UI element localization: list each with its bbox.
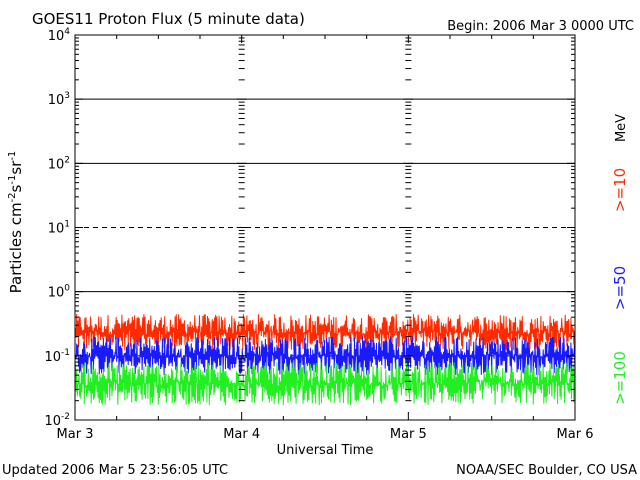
x-axis-label: Universal Time [277, 443, 374, 458]
y-tick-base: 10 [48, 286, 65, 301]
series-layer [74, 313, 576, 406]
y-tick-label: 103 [48, 91, 70, 108]
y-tick-exponent: 1 [64, 220, 70, 230]
y-tick-base: 10 [48, 157, 65, 172]
x-tick-label: Mar 5 [390, 427, 427, 442]
y-tick-exponent: 0 [64, 284, 70, 294]
y-tick-exponent: 2 [64, 155, 70, 165]
y-tick-base: 10 [44, 350, 61, 365]
y-tick-label: 101 [48, 220, 70, 237]
source-credit: NOAA/SEC Boulder, CO USA [456, 463, 637, 478]
legend-mev-unit: MeV [614, 114, 629, 142]
y-axis-label: Particles cm-2s-1sr-1 [7, 151, 25, 294]
chart-title: GOES11 Proton Flux (5 minute data) [32, 10, 305, 28]
legend-ge50: >=50 [611, 266, 629, 310]
y-axis-label-exp1: -2 [7, 192, 18, 202]
y-tick-label: 100 [48, 284, 71, 301]
y-tick-label: 104 [48, 27, 71, 44]
y-tick-base: 10 [48, 222, 65, 237]
y-axis-label-exp2: -1 [7, 175, 18, 185]
x-axis-ticks: Mar 3 Mar 4 Mar 5 Mar 6 [57, 35, 594, 442]
y-axis-label-exp3: -1 [7, 151, 18, 161]
y-tick-exponent: 4 [64, 27, 70, 37]
legend-ge10: >=10 [611, 168, 629, 212]
y-tick-exponent: -2 [61, 412, 70, 422]
y-tick-label: 10-1 [44, 348, 70, 365]
y-tick-exponent: 3 [64, 91, 70, 101]
y-tick-base: 10 [48, 93, 65, 108]
x-tick-label: Mar 4 [223, 427, 260, 442]
series-line-ge100 [74, 362, 576, 406]
updated-timestamp: Updated 2006 Mar 5 23:56:05 UTC [2, 463, 228, 478]
y-tick-label: 102 [48, 155, 70, 172]
x-tick-label: Mar 3 [57, 427, 94, 442]
y-tick-label: 10-2 [44, 412, 70, 429]
y-tick-base: 10 [48, 29, 65, 44]
y-axis-label-mid2: sr [7, 160, 25, 175]
y-tick-exponent: -1 [61, 348, 70, 358]
legend-ge100: >=100 [611, 351, 629, 405]
day-tick-columns [236, 37, 414, 421]
y-axis-label-main: Particles cm [7, 202, 25, 293]
x-tick-label: Mar 6 [557, 427, 594, 442]
y-tick-base: 10 [44, 414, 61, 429]
begin-time-label: Begin: 2006 Mar 3 0000 UTC [447, 19, 634, 34]
y-axis-label-mid1: s [7, 184, 25, 192]
